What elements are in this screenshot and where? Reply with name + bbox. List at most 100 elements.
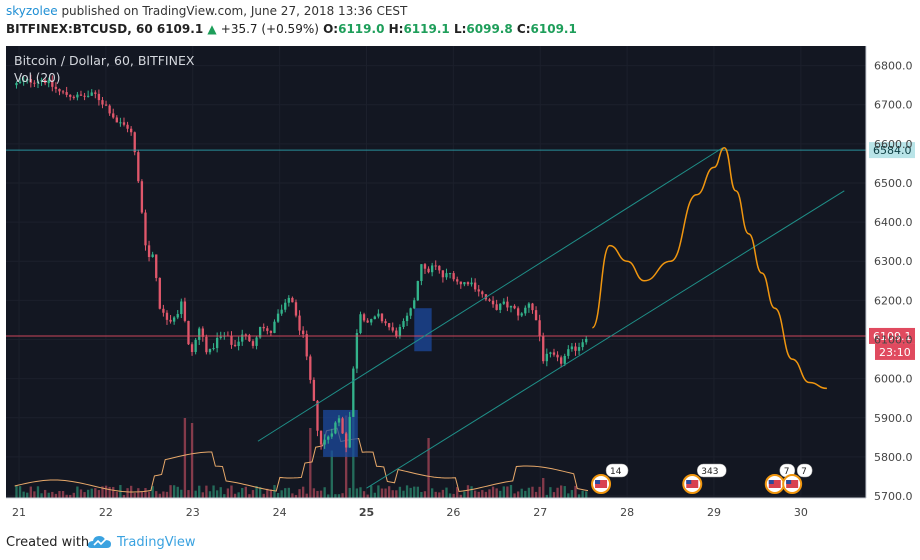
volume-indicator-label: Vol (20) [14, 71, 60, 85]
flag-stripes [686, 480, 699, 488]
volume-bar [559, 485, 563, 498]
price-level-tag [869, 327, 915, 344]
volume-bar [269, 489, 273, 498]
candle-up [499, 303, 502, 310]
volume-bar [574, 485, 577, 498]
volume-bar [423, 491, 427, 498]
volume-bar [262, 493, 265, 498]
candle-down [183, 301, 187, 321]
candle-up [348, 416, 351, 448]
volume-bar [36, 486, 40, 498]
candle-down [51, 80, 54, 87]
time-tick-label: 22 [99, 506, 113, 519]
price-chart[interactable]: 14 343 7 7 Bitcoin / Dollar, 60, BITFINEX V… [0, 42, 920, 524]
volume-bar [473, 490, 477, 498]
volume-bar [158, 493, 161, 498]
volume-bar [169, 485, 172, 498]
volume-bar [198, 485, 201, 498]
volume-bar [237, 492, 240, 498]
highlight-box [323, 409, 358, 457]
candle-down [312, 379, 316, 401]
price-axis[interactable]: 6584.0 6109.1 23:10 6800.0 6700.0 6600.0 6500.… [865, 46, 915, 503]
candle-up [420, 264, 423, 282]
candle-up [416, 281, 419, 301]
candle-down [466, 282, 470, 285]
candle-down [137, 152, 140, 182]
volume-bar [552, 492, 556, 498]
candle-down [61, 91, 65, 93]
candle-up [36, 81, 40, 84]
candle-up [577, 347, 581, 351]
candle-down [316, 400, 319, 431]
volume-bar [438, 492, 441, 498]
volume-bar [137, 488, 140, 498]
price-tick-label: 5800.0 [874, 451, 913, 464]
volume-bar [448, 493, 452, 498]
author-link[interactable]: skyzolee [6, 4, 58, 18]
volume-bar [413, 486, 416, 498]
volume-bar [520, 488, 523, 498]
volume-bar [459, 494, 462, 498]
candle-down [438, 265, 441, 271]
time-axis[interactable]: 21 22 23 24 25 26 27 28 29 30 [6, 497, 866, 519]
volume-bar [524, 490, 527, 498]
candle-down [54, 86, 58, 89]
candle-up [15, 82, 18, 86]
volume-bar [248, 494, 251, 498]
candle-up [194, 339, 197, 352]
channel-trend-line [366, 190, 845, 489]
candle-up [570, 346, 574, 350]
candle-down [291, 297, 294, 303]
open-label: O: [323, 22, 339, 36]
flag-canton [768, 480, 774, 484]
candle-down [83, 95, 86, 97]
candle-up [549, 352, 552, 354]
volume-bar [18, 486, 22, 498]
volume-bar [391, 490, 394, 498]
volume-bar [69, 494, 72, 498]
tradingview-brand[interactable]: TradingView [117, 535, 196, 550]
candle-down [251, 341, 255, 346]
volume-bar [585, 491, 588, 498]
candle-up [337, 418, 341, 423]
volume-bar [208, 491, 212, 498]
volume-bar [563, 486, 566, 498]
candle-down [187, 320, 190, 345]
event-count-bubble [605, 463, 629, 478]
volume-bar [287, 487, 290, 498]
volume-bar [370, 485, 373, 498]
candle-up [287, 297, 290, 303]
close-label: C: [516, 22, 531, 36]
candle-up [430, 265, 434, 273]
price-tick-label: 6500.0 [874, 177, 913, 190]
candle-down [58, 88, 61, 92]
candle-up [327, 436, 330, 440]
candle-up [585, 338, 588, 343]
candle-down [144, 212, 147, 246]
volume-bar [466, 485, 470, 498]
volume-bar [104, 485, 108, 498]
price-tick-label: 6800.0 [874, 60, 913, 73]
candle-down [456, 279, 459, 282]
channel-trend-line [257, 147, 723, 442]
candle-down [190, 344, 194, 352]
volume-bar [183, 418, 187, 498]
candle-up [545, 353, 548, 362]
candle-down [108, 105, 111, 114]
volume-bar [348, 487, 351, 498]
volume-bar [581, 490, 584, 498]
price-level-tag [869, 142, 915, 159]
drawings[interactable] [6, 146, 866, 489]
chart-title: Bitcoin / Dollar, 60, BITFINEX [14, 53, 195, 68]
volume-bar [441, 489, 445, 498]
event-count-bubble [796, 463, 813, 478]
volume-bar [276, 493, 280, 498]
plot-area[interactable] [6, 46, 866, 498]
volume-bar [567, 493, 570, 498]
event-badges[interactable]: 14 343 7 7 [591, 463, 813, 494]
volume-bar [387, 486, 391, 498]
candle-up [76, 94, 79, 98]
volume-bar [187, 490, 190, 498]
candle-down [205, 336, 208, 353]
price-level-label: 6109.1 [873, 330, 912, 343]
